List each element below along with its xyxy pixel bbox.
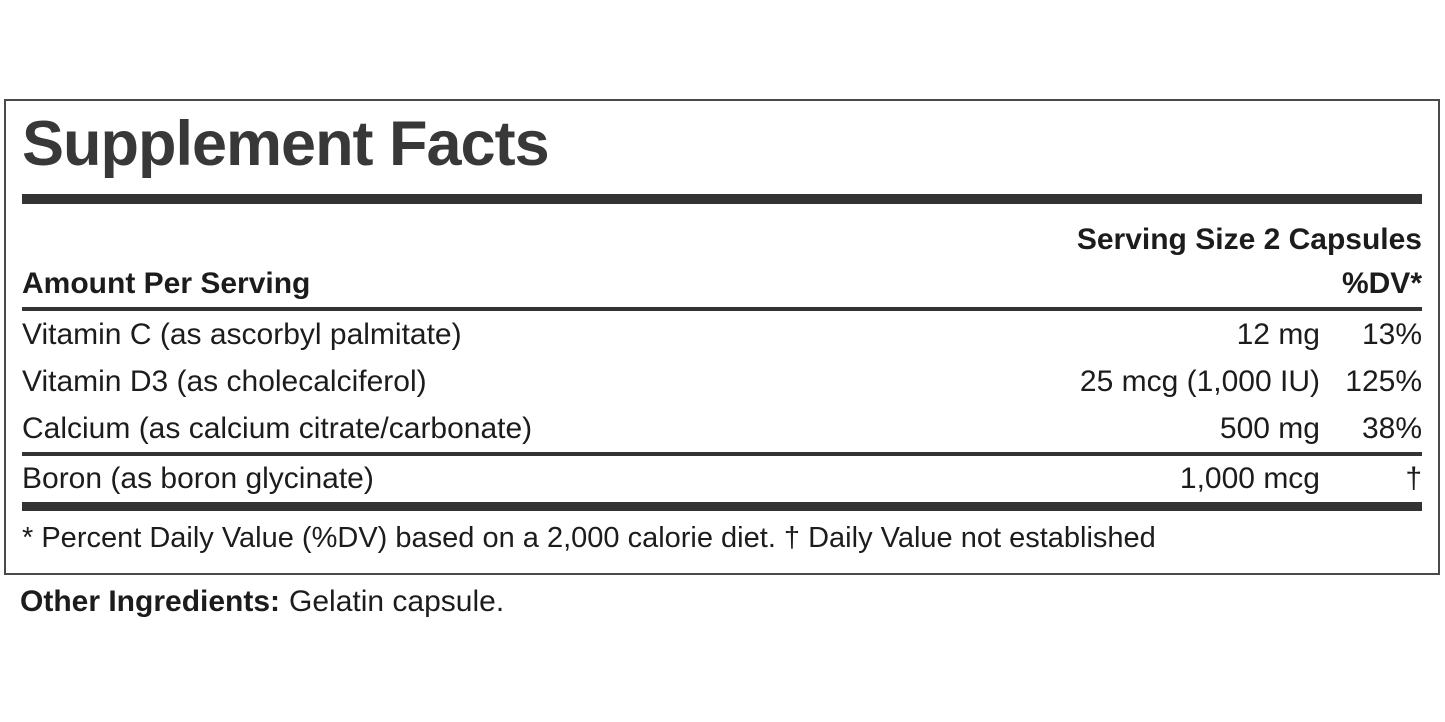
nutrient-amount: 500 mg	[1219, 411, 1320, 445]
footnote-divider-rule	[22, 502, 1422, 511]
other-ingredients-line: Other Ingredients: Gelatin capsule.	[20, 584, 504, 620]
nutrient-dv: †	[1405, 462, 1422, 495]
nutrient-name: Calcium (as calcium citrate/carbonate)	[22, 411, 533, 445]
nutrient-amount: 25 mcg (1,000 IU)	[1079, 364, 1320, 398]
nutrient-dv: 125%	[1345, 364, 1422, 398]
title-divider-rule	[22, 194, 1422, 204]
table-row-calcium: Calcium (as calcium citrate/carbonate) 5…	[22, 405, 1422, 452]
header-divider-rule	[22, 307, 1422, 311]
other-ingredients-value: Gelatin capsule.	[289, 585, 505, 618]
dv-footnote: * Percent Daily Value (%DV) based on a 2…	[22, 522, 1156, 554]
nutrient-name: Vitamin C (as ascorbyl palmitate)	[22, 317, 462, 351]
supplement-facts-panel: Supplement Facts Serving Size 2 Capsules…	[4, 99, 1440, 575]
dv-column-header: %DV*	[1341, 267, 1422, 300]
nutrient-name: Vitamin D3 (as cholecalciferol)	[22, 364, 427, 398]
nutrient-dv: 38%	[1361, 411, 1422, 445]
nutrient-dv: 13%	[1361, 317, 1422, 351]
serving-size-text: Serving Size 2 Capsules	[1076, 223, 1422, 256]
table-row-boron: Boron (as boron glycinate) 1,000 mcg †	[22, 456, 1422, 502]
nutrient-name: Boron (as boron glycinate)	[22, 462, 374, 495]
nutrient-amount: 12 mg	[1236, 317, 1320, 351]
amount-per-serving-header: Amount Per Serving	[22, 267, 311, 300]
nutrient-amount: 1,000 mcg	[1179, 462, 1320, 495]
boron-divider-rule	[22, 452, 1422, 456]
table-row-vitamin-c: Vitamin C (as ascorbyl palmitate) 12 mg …	[22, 311, 1422, 358]
column-header-row: Amount Per Serving %DV*	[22, 266, 1422, 301]
other-ingredients-label: Other Ingredients:	[20, 585, 281, 618]
panel-title: Supplement Facts	[22, 109, 550, 179]
table-row-vitamin-d3: Vitamin D3 (as cholecalciferol) 25 mcg (…	[22, 358, 1422, 405]
